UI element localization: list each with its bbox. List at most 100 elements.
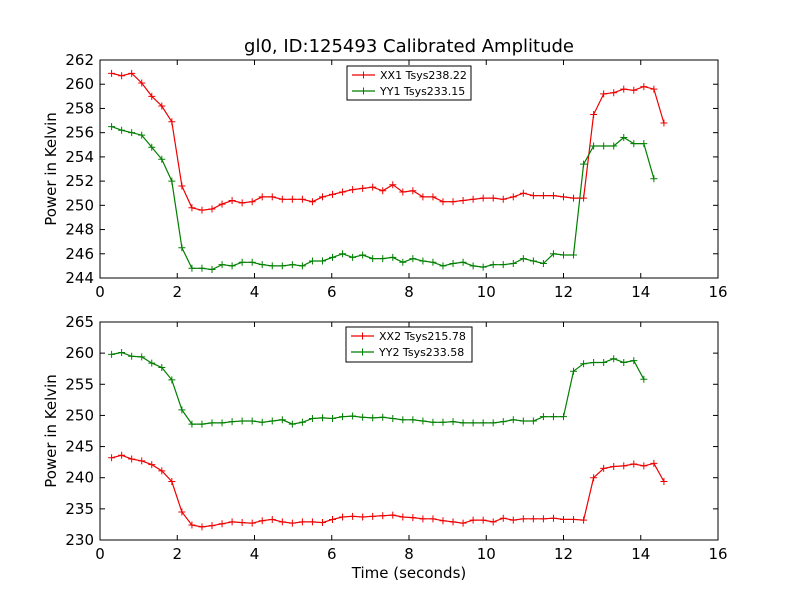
data-point-marker [238, 258, 246, 266]
data-point-marker [158, 467, 166, 475]
figure-title: gl0, ID:125493 Calibrated Amplitude [244, 36, 574, 57]
data-point-marker [198, 264, 206, 272]
data-point-marker [379, 413, 387, 421]
data-point-marker [600, 90, 608, 98]
data-point-marker [399, 258, 407, 266]
data-point-marker [228, 262, 236, 270]
data-point-marker [118, 451, 126, 459]
data-point-marker [539, 515, 547, 523]
data-point-marker [208, 205, 216, 213]
data-point-marker [610, 355, 618, 363]
data-point-marker [620, 85, 628, 93]
data-point-marker [228, 518, 236, 526]
data-point-marker [419, 515, 427, 523]
data-point-marker [198, 523, 206, 531]
x-tick-label: 0 [95, 545, 105, 563]
legend-box [345, 326, 473, 363]
data-point-marker [529, 417, 537, 425]
y-tick-label: 256 [65, 124, 94, 142]
data-point-marker [459, 196, 467, 204]
data-point-marker [208, 419, 216, 427]
data-point-marker [298, 195, 306, 203]
data-point-marker [128, 129, 136, 137]
data-point-marker [429, 193, 437, 201]
data-point-marker [268, 515, 276, 523]
data-point-marker [188, 420, 196, 428]
x-tick-label: 2 [172, 283, 182, 301]
data-point-marker [610, 463, 618, 471]
data-point-marker [489, 261, 497, 269]
data-point-marker [288, 261, 296, 269]
data-point-marker [459, 419, 467, 427]
data-point-marker [640, 83, 648, 91]
data-point-marker [308, 257, 316, 265]
data-point-marker [529, 192, 537, 200]
data-point-marker [549, 250, 557, 258]
data-point-marker [590, 142, 598, 150]
data-point-marker [630, 86, 638, 94]
y-tick-label: 250 [65, 406, 94, 424]
data-point-marker [389, 415, 397, 423]
data-point-marker [198, 420, 206, 428]
data-point-marker [148, 143, 156, 151]
data-point-marker [228, 418, 236, 426]
data-point-marker [449, 518, 457, 526]
data-point-marker [549, 514, 557, 522]
data-point-marker [178, 508, 186, 516]
data-point-marker [138, 79, 146, 87]
data-point-marker [479, 194, 487, 202]
data-point-marker [570, 194, 578, 202]
y-tick-label: 260 [65, 344, 94, 362]
data-point-marker [359, 184, 367, 192]
y-axis-label: Power in Kelvin [42, 112, 60, 226]
data-point-marker [168, 477, 176, 485]
data-point-marker [288, 195, 296, 203]
data-point-marker [560, 413, 567, 421]
data-point-marker [329, 253, 337, 261]
x-tick-label: 12 [554, 545, 573, 563]
data-point-marker [509, 416, 517, 424]
data-point-marker [339, 188, 347, 196]
data-point-marker [560, 251, 567, 259]
data-point-marker [499, 418, 507, 426]
data-point-marker [188, 204, 196, 212]
data-point-marker [288, 519, 296, 527]
data-point-marker [369, 255, 377, 263]
data-point-marker [389, 181, 397, 189]
data-point-marker [238, 519, 246, 527]
data-point-marker [389, 511, 397, 519]
data-point-marker [439, 517, 447, 525]
data-point-marker [128, 69, 136, 77]
data-point-marker [158, 363, 166, 371]
data-point-marker [610, 142, 618, 150]
data-point-marker [298, 262, 306, 270]
data-point-marker [349, 412, 357, 420]
data-point-marker [329, 515, 337, 523]
data-point-marker [198, 206, 206, 214]
data-point-marker [499, 261, 507, 269]
data-point-marker [519, 417, 527, 425]
data-point-marker [519, 515, 527, 523]
data-point-marker [469, 195, 477, 203]
data-point-marker [439, 198, 447, 206]
data-point-marker [409, 187, 417, 195]
data-point-marker [308, 415, 316, 423]
data-point-marker [600, 358, 608, 366]
data-point-marker [188, 264, 196, 272]
data-point-marker [329, 415, 337, 423]
data-point-marker [379, 512, 387, 520]
data-point-marker [108, 123, 116, 131]
data-point-marker [519, 255, 527, 263]
data-point-marker [278, 518, 286, 526]
data-point-marker [318, 193, 326, 201]
y-axis-label: Power in Kelvin [42, 374, 60, 488]
data-point-marker [158, 155, 166, 163]
data-point-marker [529, 257, 537, 265]
data-point-marker [409, 514, 417, 522]
plot-frame [99, 59, 719, 279]
data-point-marker [208, 522, 216, 530]
data-point-marker [640, 140, 648, 148]
data-point-marker [389, 253, 397, 261]
bottom-subplot: 0 2 4 6 8 10 12 14 16 230 235 240 245 250 255 260 265 Pow… [42, 313, 728, 582]
y-tick-label: 245 [65, 438, 94, 456]
